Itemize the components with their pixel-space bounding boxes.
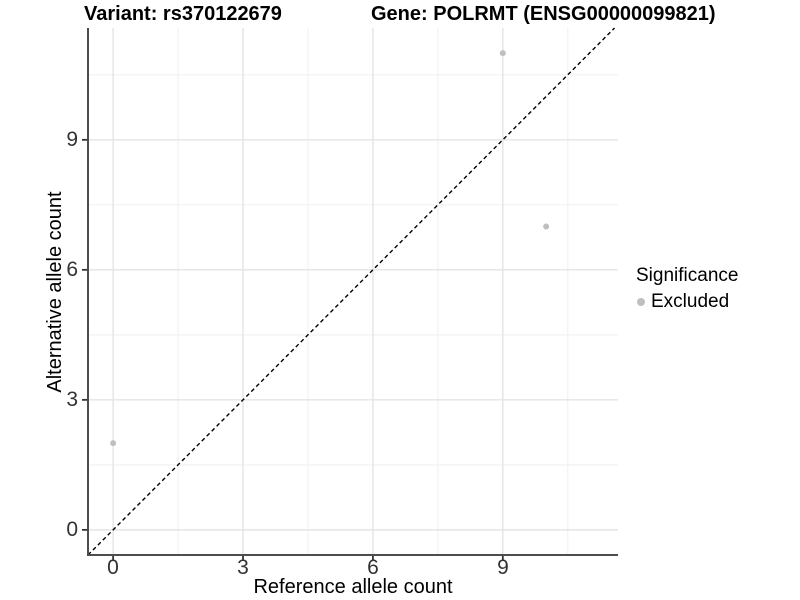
plot-title-variant: Variant: rs370122679 xyxy=(84,3,282,25)
excluded-point-icon xyxy=(637,298,645,306)
x-axis-title: Reference allele count xyxy=(253,576,453,598)
identity-line xyxy=(87,27,616,556)
y-tick-label-9: 9 xyxy=(66,128,78,151)
x-tick-label-3: 3 xyxy=(237,556,249,579)
legend: Significance Excluded xyxy=(636,265,738,313)
legend-entry-excluded: Excluded xyxy=(636,291,738,313)
plot-title-gene: Gene: POLRMT (ENSG00000099821) xyxy=(371,3,716,25)
data-point xyxy=(499,50,506,57)
x-tick-label-9: 9 xyxy=(497,556,509,579)
y-tick-label-0: 0 xyxy=(66,518,78,541)
data-point xyxy=(110,440,117,447)
data-point xyxy=(543,223,550,230)
x-tick-label-6: 6 xyxy=(367,556,379,579)
legend-title: Significance xyxy=(636,265,739,286)
legend-entry-label: Excluded xyxy=(651,291,730,312)
y-tick-label-3: 3 xyxy=(66,388,78,411)
x-tick-label-0: 0 xyxy=(107,556,119,579)
y-tick-label-6: 6 xyxy=(66,258,78,281)
